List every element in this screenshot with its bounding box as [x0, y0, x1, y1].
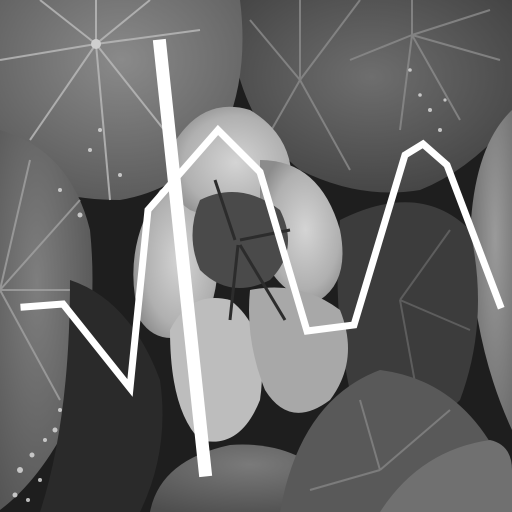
overlay-zigzag-line [20, 124, 505, 397]
water-droplets [12, 68, 447, 502]
leaf-top-right [230, 0, 512, 193]
leaf-right [470, 110, 512, 430]
overlay-line-vertical [152, 38, 213, 478]
overlay-strokes [20, 38, 505, 478]
petal-bottom-right [249, 287, 348, 413]
